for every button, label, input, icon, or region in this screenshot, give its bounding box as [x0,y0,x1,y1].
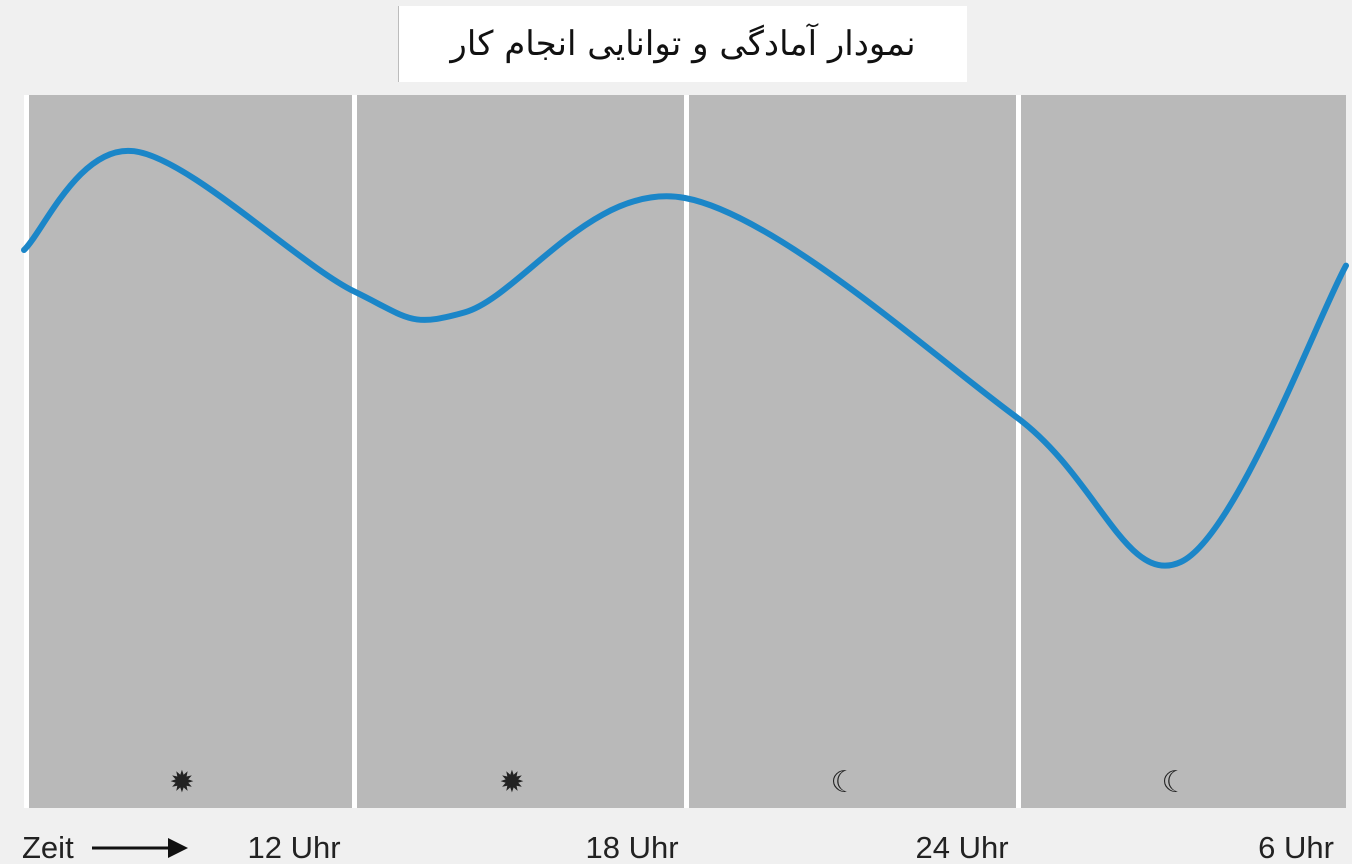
time-axis: Zeit [22,830,188,864]
x-tick-label: 24 Uhr [915,830,1008,864]
time-arrow-icon [92,838,188,858]
time-segment-4 [1020,95,1346,808]
time-segment-2 [356,95,684,808]
x-tick-label: 6 Uhr [1258,830,1334,864]
segment-divider [684,95,689,808]
x-tick-label: 18 Uhr [585,830,678,864]
segment-divider [352,95,357,808]
segment-divider [24,95,29,808]
moon-icon: ☾ [831,765,858,800]
time-segment-1 [28,95,352,808]
segment-divider [1016,95,1021,808]
readiness-curve [21,148,1349,569]
x-tick-label: 12 Uhr [247,830,340,864]
segment-dividers [24,95,1021,808]
time-segment-3 [688,95,1016,808]
sun-icon: ✹ [499,765,524,800]
time-segments [28,95,1346,808]
moon-icon: ☾ [1162,765,1189,800]
segment-icons: ✹ ✹ ☾ ☾ [169,765,1188,800]
sun-icon: ✹ [169,765,194,800]
chart-title: نمودار آمادگی و توانایی انجام کار [398,6,967,82]
x-tick-labels: 12 Uhr 18 Uhr 24 Uhr 6 Uhr [247,830,1333,864]
x-axis-label: Zeit [22,830,74,864]
